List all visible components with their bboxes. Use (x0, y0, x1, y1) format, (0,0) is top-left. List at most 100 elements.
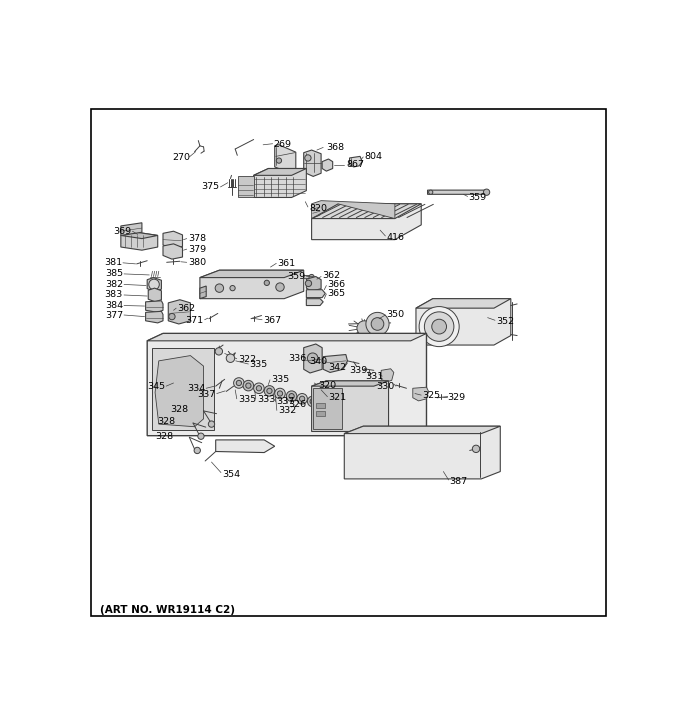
Text: 336: 336 (288, 354, 307, 362)
Circle shape (169, 313, 175, 320)
Circle shape (276, 158, 282, 163)
Text: 361: 361 (277, 259, 296, 268)
Text: 329: 329 (447, 393, 466, 402)
Text: 867: 867 (346, 160, 364, 170)
Circle shape (264, 281, 269, 286)
Polygon shape (146, 311, 163, 323)
Text: 362: 362 (322, 271, 340, 280)
Text: 804: 804 (364, 152, 382, 162)
Circle shape (264, 386, 275, 396)
Polygon shape (307, 290, 325, 298)
Text: 331: 331 (365, 372, 384, 381)
Text: 350: 350 (386, 310, 405, 319)
Polygon shape (304, 150, 321, 176)
Polygon shape (428, 190, 489, 194)
Polygon shape (311, 201, 395, 218)
Circle shape (419, 307, 459, 347)
Text: 342: 342 (328, 362, 346, 372)
Polygon shape (200, 270, 304, 278)
Circle shape (424, 312, 454, 341)
Circle shape (309, 275, 314, 280)
Circle shape (276, 283, 284, 291)
Circle shape (307, 396, 318, 407)
Bar (316, 411, 325, 416)
Circle shape (256, 386, 262, 391)
Text: 328: 328 (155, 431, 173, 441)
Polygon shape (323, 355, 347, 373)
Text: 354: 354 (222, 470, 240, 478)
Text: 325: 325 (422, 391, 441, 400)
Circle shape (473, 445, 479, 452)
Circle shape (357, 320, 372, 336)
Text: 380: 380 (188, 258, 206, 268)
Polygon shape (216, 440, 275, 452)
Text: (ART NO. WR19114 C2): (ART NO. WR19114 C2) (100, 605, 235, 615)
Polygon shape (200, 270, 304, 299)
Text: 377: 377 (105, 310, 123, 320)
Circle shape (149, 279, 159, 290)
Polygon shape (311, 204, 421, 218)
Circle shape (208, 421, 215, 427)
Text: 337: 337 (197, 389, 216, 399)
Polygon shape (304, 344, 322, 373)
Circle shape (428, 190, 432, 194)
Text: 359: 359 (287, 271, 305, 281)
Polygon shape (381, 369, 394, 382)
Polygon shape (416, 299, 511, 345)
Polygon shape (307, 276, 321, 291)
Text: 328: 328 (158, 417, 175, 426)
Text: 820: 820 (309, 204, 327, 212)
Text: 375: 375 (201, 183, 220, 191)
Polygon shape (147, 334, 426, 341)
Text: 381: 381 (104, 258, 122, 268)
Text: 369: 369 (114, 227, 131, 236)
Polygon shape (322, 159, 333, 171)
Circle shape (277, 391, 283, 396)
Circle shape (366, 312, 389, 336)
Circle shape (299, 396, 305, 402)
Polygon shape (163, 231, 182, 249)
Polygon shape (152, 348, 214, 431)
Text: 270: 270 (172, 154, 190, 162)
Text: 339: 339 (350, 366, 367, 376)
Text: 383: 383 (105, 291, 123, 299)
Circle shape (371, 318, 384, 331)
Polygon shape (254, 168, 307, 197)
Text: 335: 335 (250, 360, 268, 369)
Text: 335: 335 (238, 395, 256, 404)
Circle shape (226, 354, 235, 362)
Circle shape (307, 353, 318, 363)
Circle shape (286, 391, 297, 402)
Circle shape (310, 399, 316, 404)
Text: 340: 340 (309, 357, 328, 366)
Text: 330: 330 (377, 382, 395, 392)
Text: 334: 334 (187, 384, 205, 393)
Circle shape (230, 286, 235, 291)
Circle shape (483, 189, 490, 195)
Text: 368: 368 (326, 143, 344, 152)
Circle shape (234, 378, 244, 389)
Polygon shape (275, 276, 314, 278)
Polygon shape (254, 168, 307, 175)
Polygon shape (413, 387, 428, 401)
Text: 332: 332 (278, 407, 296, 415)
Text: 321: 321 (328, 393, 347, 402)
Text: 379: 379 (188, 244, 206, 254)
Text: 365: 365 (328, 289, 345, 298)
Polygon shape (200, 286, 206, 299)
Circle shape (267, 389, 272, 394)
Text: 362: 362 (177, 304, 195, 312)
Text: 322: 322 (238, 355, 256, 364)
Polygon shape (344, 426, 500, 479)
Circle shape (432, 319, 447, 334)
Circle shape (243, 381, 254, 391)
Circle shape (236, 381, 241, 386)
Text: 269: 269 (273, 140, 292, 149)
Text: 366: 366 (328, 280, 345, 289)
Circle shape (194, 447, 201, 454)
Text: 337: 337 (276, 397, 294, 407)
Circle shape (254, 383, 264, 394)
Text: 387: 387 (449, 476, 468, 486)
Text: 359: 359 (469, 193, 487, 202)
Circle shape (289, 394, 294, 399)
